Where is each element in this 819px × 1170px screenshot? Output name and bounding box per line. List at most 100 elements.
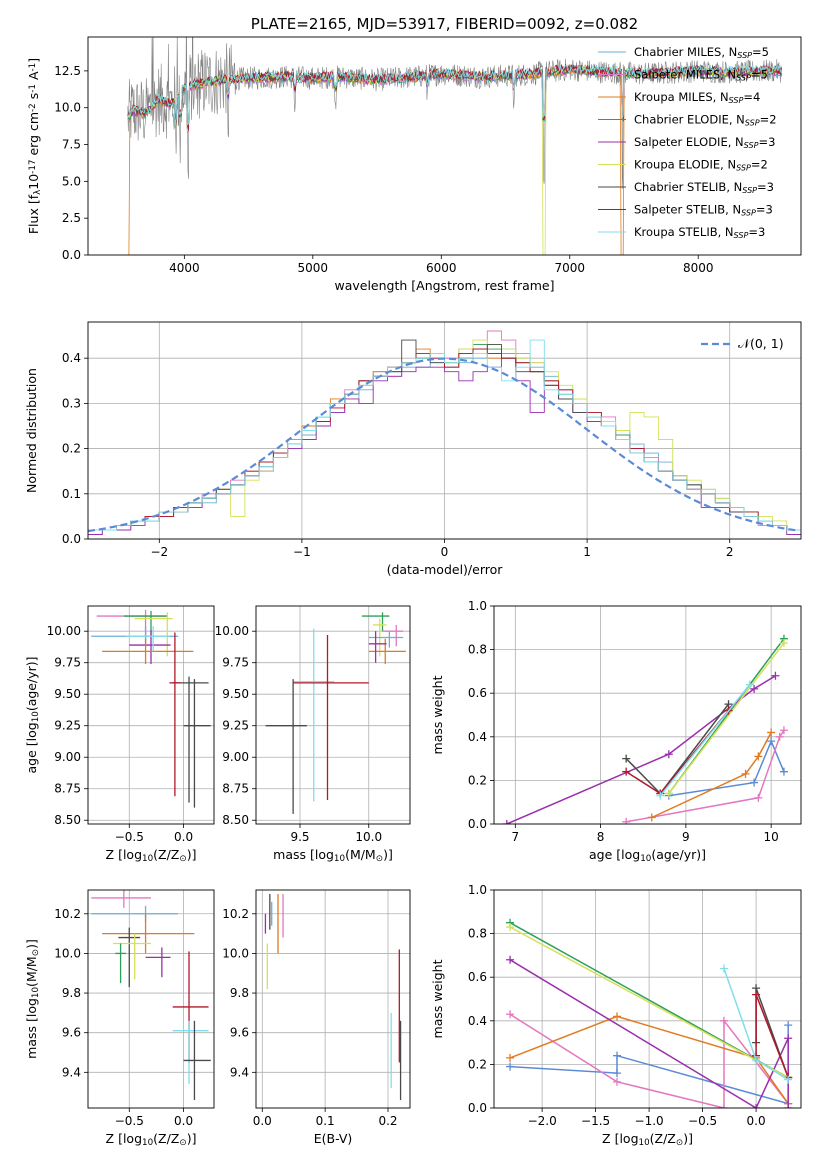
plus-marker [622,817,631,824]
y-tick-label: 8.75 [222,782,249,796]
y-tick-label: 10.0 [54,946,81,960]
plus-marker [506,1010,515,1019]
y-tick-label: 0.6 [468,970,487,984]
weight-line-3 [509,1015,789,1105]
y-tick-label: 12.5 [54,64,81,78]
plus-marker [741,769,750,778]
weight-line-3 [651,732,772,819]
weight-line-6 [509,926,789,1079]
y-tick-label: 0.8 [468,927,487,941]
x-tick-label: −0.5 [115,830,144,844]
normal-curve [88,357,799,533]
errorbar-point [382,624,404,647]
axes-frame [87,605,215,825]
plus-marker [779,767,788,776]
plus-marker [502,820,511,824]
plus-marker [664,789,673,798]
x-tick-label: 0.0 [253,1114,272,1128]
panel-2: −0.5 0.0 8.50 8.75 9.00 9.25 9.50 9.75 10.00 Z [l… [24,605,215,864]
plus-marker [754,793,763,802]
y-tick-label: 8.50 [54,813,81,827]
y-tick-label: 9.6 [230,1026,249,1040]
errorbar-point [102,913,195,954]
axes-frame [255,889,411,1109]
model-spectrum-8 [127,63,782,131]
plus-marker [750,684,759,693]
y-tick-label: 9.4 [62,1065,81,1079]
y-tick-label: 0.4 [468,730,487,744]
plus-marker [767,728,776,737]
errorbar-point [368,638,406,664]
y-tick-label: 0.1 [62,487,81,501]
errorbar-point [145,947,171,978]
plus-marker [745,680,754,689]
y-tick-label: 9.6 [62,1026,81,1040]
errorbar-point [293,634,369,801]
model-spectrum-9 [127,64,782,126]
y-tick-label: 0.3 [62,396,81,410]
plus-marker [779,639,788,648]
panel-0: 4000 5000 6000 7000 8000 0.0 2.5 5.0 7.5 10.0 12.5… [26,15,802,293]
x-tick-label: 0.0 [174,830,193,844]
x-axis-label: wavelength [Angstrom, rest frame] [334,278,554,293]
y-tick-label: 9.25 [54,719,81,733]
errorbar-point [134,612,173,657]
panel-1: −2 −1 0 1 2 0.0 0.1 0.2 0.3 0.4 (data-model)/error… [24,321,802,577]
x-axis-label: Z [log10(Z/Z⊙)] [106,1131,197,1148]
plus-marker [622,754,631,763]
x-tick-label: 9.5 [290,830,309,844]
x-tick-label: −1.0 [635,1114,664,1128]
y-tick-label: 10.2 [222,907,249,921]
x-tick-label: 0 [441,545,449,559]
x-tick-label: −1.5 [581,1114,610,1128]
x-tick-label: −2.0 [528,1114,557,1128]
legend-label: Kroupa ELODIE, NSSP=2 [634,158,768,173]
plus-marker [750,778,759,787]
errorbar-point [115,943,127,984]
plus-marker [752,1056,761,1065]
y-tick-label: 10.0 [54,101,81,115]
x-tick-label: −0.5 [688,1114,717,1128]
x-tick-label: 7 [511,830,519,844]
y-tick-label: 0.0 [62,532,81,546]
x-axis-label: age [log10(age/yr)] [589,847,706,864]
x-tick-label: 4000 [169,261,200,275]
y-tick-label: 0.2 [468,1057,487,1071]
y-tick-label: 10.00 [215,624,249,638]
y-tick-label: 8.50 [222,813,249,827]
plot-area [506,918,793,1108]
plus-marker [506,923,515,932]
panel-6: 0.0 0.1 0.2 9.4 9.6 9.8 10.0 10.2 E(B-V) [222,889,411,1146]
x-tick-label: −0.5 [115,1114,144,1128]
y-tick-label: 1.0 [468,599,487,613]
plus-marker [506,1053,515,1062]
weight-line-9 [659,684,751,797]
plus-marker [613,1077,622,1086]
x-axis-label: (data-model)/error [387,562,504,577]
errorbar-point [118,927,141,988]
x-tick-label: 10 [764,830,779,844]
x-tick-label: 0.2 [378,1114,397,1128]
x-tick-label: 8 [597,830,605,844]
x-tick-label: 7000 [554,261,585,275]
x-tick-label: 9 [682,830,690,844]
plot-area [264,893,402,1101]
x-axis-label: E(B-V) [314,1131,353,1146]
errorbar-point [126,626,170,652]
axes-frame [87,889,215,1109]
plot-area [88,330,801,539]
x-tick-label: 5000 [298,261,329,275]
errorbar-point [265,679,307,814]
panels: 4000 5000 6000 7000 80000.02.55.07.510.012.5… [24,15,802,1148]
axes-frame [255,605,411,825]
plus-marker [784,1075,793,1084]
plus-marker [613,1012,622,1021]
plot-area [502,634,788,824]
y-tick-label: 0.2 [62,442,81,456]
plus-marker [664,750,673,759]
plus-marker [647,813,656,822]
histogram-9 [88,339,801,539]
axes-frame [87,321,802,540]
x-tick-label: 1 [583,545,591,559]
